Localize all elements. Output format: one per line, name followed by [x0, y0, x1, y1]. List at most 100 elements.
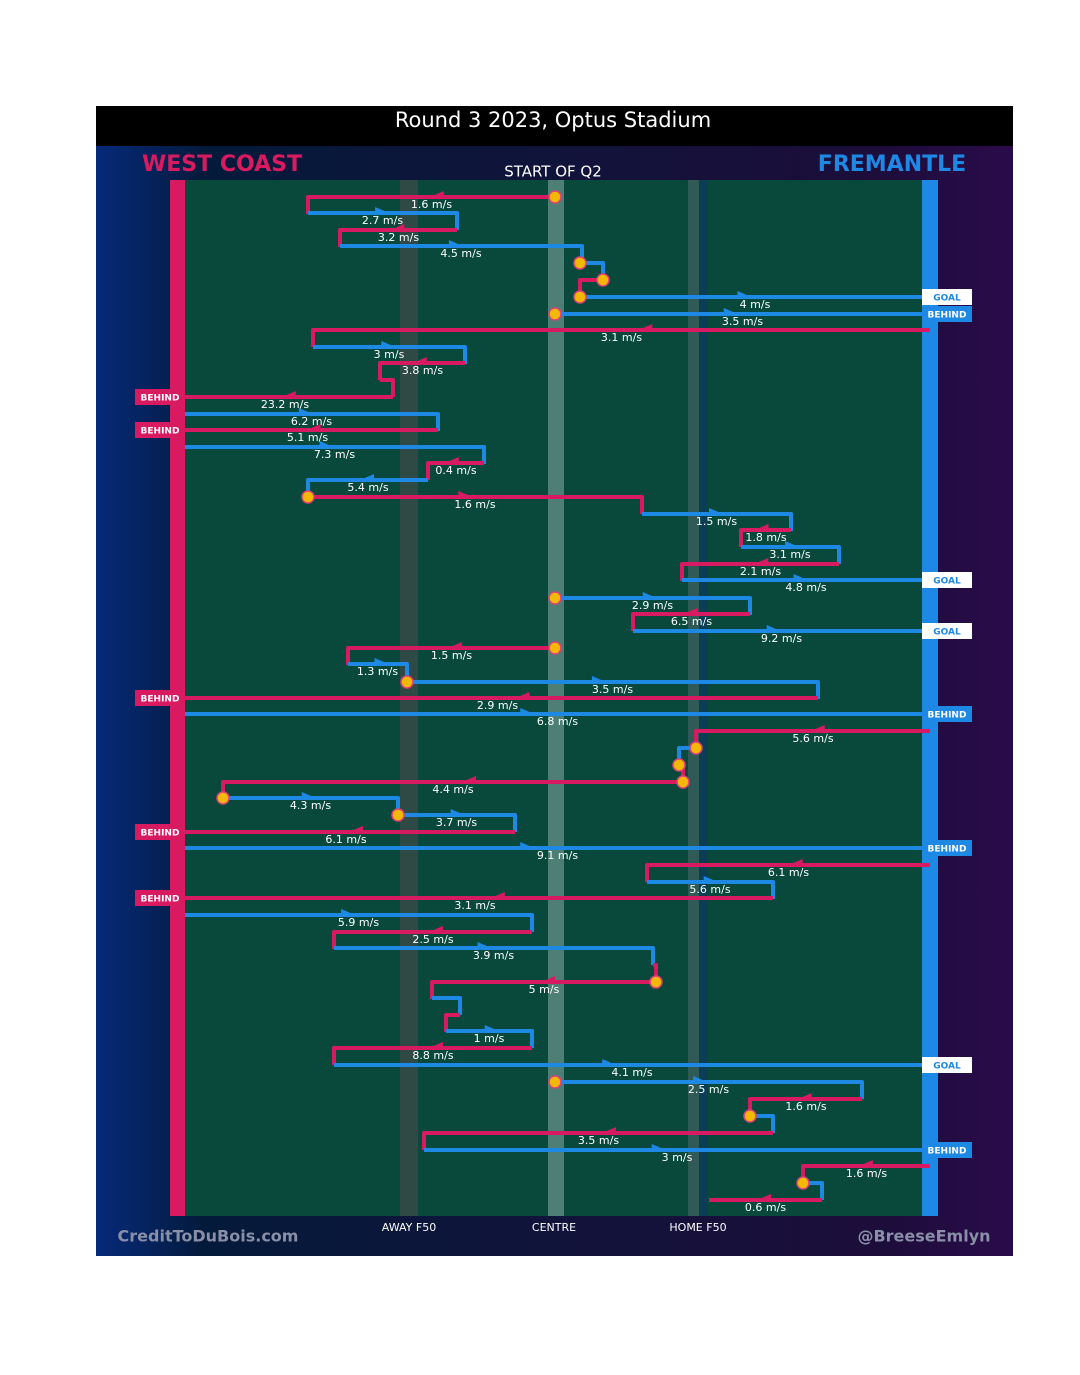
outcome-label: GOAL [933, 294, 961, 304]
stoppage-marker [548, 190, 562, 204]
speed-label: 3.2 m/s [378, 231, 419, 244]
speed-label: 3.9 m/s [473, 949, 514, 962]
speed-label: 4.1 m/s [611, 1066, 652, 1079]
speed-label: 1.5 m/s [696, 515, 737, 528]
speed-label: 2.1 m/s [740, 565, 781, 578]
speed-label: 1.6 m/s [411, 198, 452, 211]
kick [185, 445, 486, 464]
kick [446, 1029, 534, 1048]
speed-label: 3.5 m/s [722, 315, 763, 328]
kick [426, 461, 484, 480]
speed-label: 5.1 m/s [287, 431, 328, 444]
stoppage-marker [689, 741, 703, 755]
outcome-box [922, 289, 972, 305]
outcome-box [922, 706, 972, 722]
arrow [683, 608, 698, 616]
arrow [428, 926, 443, 934]
speed-label: 0.4 m/s [435, 464, 476, 477]
arrow [642, 592, 657, 600]
speed-label: 1.8 m/s [745, 531, 786, 544]
kick [422, 1131, 773, 1150]
outcome-label: BEHIND [928, 1147, 967, 1157]
arrow [788, 859, 803, 867]
arrow [429, 191, 444, 199]
arrow [412, 357, 427, 365]
arrow [797, 1093, 812, 1101]
speed-label: 5.9 m/s [338, 916, 379, 929]
arrow [703, 876, 718, 884]
kick [332, 1046, 532, 1065]
kick [444, 1013, 460, 1032]
kick [185, 412, 440, 431]
arrow [766, 625, 781, 633]
arrow [515, 692, 530, 700]
kick [308, 495, 644, 514]
kick [407, 680, 820, 699]
kick [338, 228, 457, 247]
arrow [462, 776, 476, 784]
speed-label: 4.8 m/s [785, 581, 826, 594]
speed-label: 1.6 m/s [454, 498, 495, 511]
arrow [390, 224, 405, 232]
axis-label: AWAY F50 [382, 1221, 436, 1234]
outcome-box [922, 1142, 972, 1158]
stoppage-marker [391, 808, 405, 822]
speed-label: 6.1 m/s [768, 866, 809, 879]
arrow [477, 942, 492, 950]
speed-label: 8.8 m/s [412, 1049, 453, 1062]
stoppage-marker [676, 775, 690, 789]
axis-label: CENTRE [532, 1221, 576, 1234]
stoppage-marker [400, 675, 414, 689]
arrow [520, 842, 535, 850]
speed-label: 3.1 m/s [454, 899, 495, 912]
arrow [754, 524, 769, 532]
kick [631, 612, 750, 631]
arrow [348, 826, 363, 834]
speed-label: 2.5 m/s [688, 1083, 729, 1096]
outcome-box [922, 623, 972, 639]
outcome-box [922, 306, 972, 322]
stoppage-marker [596, 273, 610, 287]
kick [334, 946, 655, 965]
outcome-label: BEHIND [141, 427, 180, 437]
outcome-label: GOAL [933, 577, 961, 587]
outcome-label: BEHIND [141, 829, 180, 839]
kick [645, 863, 930, 882]
kick [647, 880, 775, 899]
arrow [754, 558, 769, 566]
arrow [381, 341, 396, 349]
speed-label: 6.2 m/s [291, 415, 332, 428]
stoppage-marker [573, 256, 587, 270]
outcome-box [922, 1057, 972, 1073]
stoppage-marker [573, 290, 587, 304]
kick [432, 996, 462, 1015]
arrow [341, 909, 356, 917]
arrow [693, 1076, 708, 1084]
kick [185, 913, 534, 932]
right-team: FREMANTLE [818, 152, 966, 177]
speed-label: 2.9 m/s [632, 599, 673, 612]
stoppage-marker [548, 641, 562, 655]
speed-label: 0.6 m/s [745, 1201, 786, 1214]
outcome-label: BEHIND [141, 695, 180, 705]
speed-label: 23.2 m/s [261, 398, 309, 411]
credit: CreditToDuBois.com [118, 1227, 299, 1246]
speed-label: 1.6 m/s [846, 1167, 887, 1180]
speed-label: 2.9 m/s [477, 699, 518, 712]
speed-label: 3 m/s [662, 1151, 693, 1164]
speed-label: 5.6 m/s [689, 883, 730, 896]
outcome-box [135, 389, 185, 405]
kick [332, 930, 532, 949]
outcome-box [135, 824, 185, 840]
kick [380, 378, 395, 397]
speed-label: 6.5 m/s [671, 615, 712, 628]
kick [555, 1080, 864, 1099]
arrow [638, 324, 653, 332]
speed-label: 3.8 m/s [402, 364, 443, 377]
stoppage-marker [548, 1075, 562, 1089]
arrow [490, 892, 505, 900]
outcome-label: BEHIND [141, 895, 180, 905]
speed-label: 9.1 m/s [537, 849, 578, 862]
arrow [541, 976, 556, 984]
